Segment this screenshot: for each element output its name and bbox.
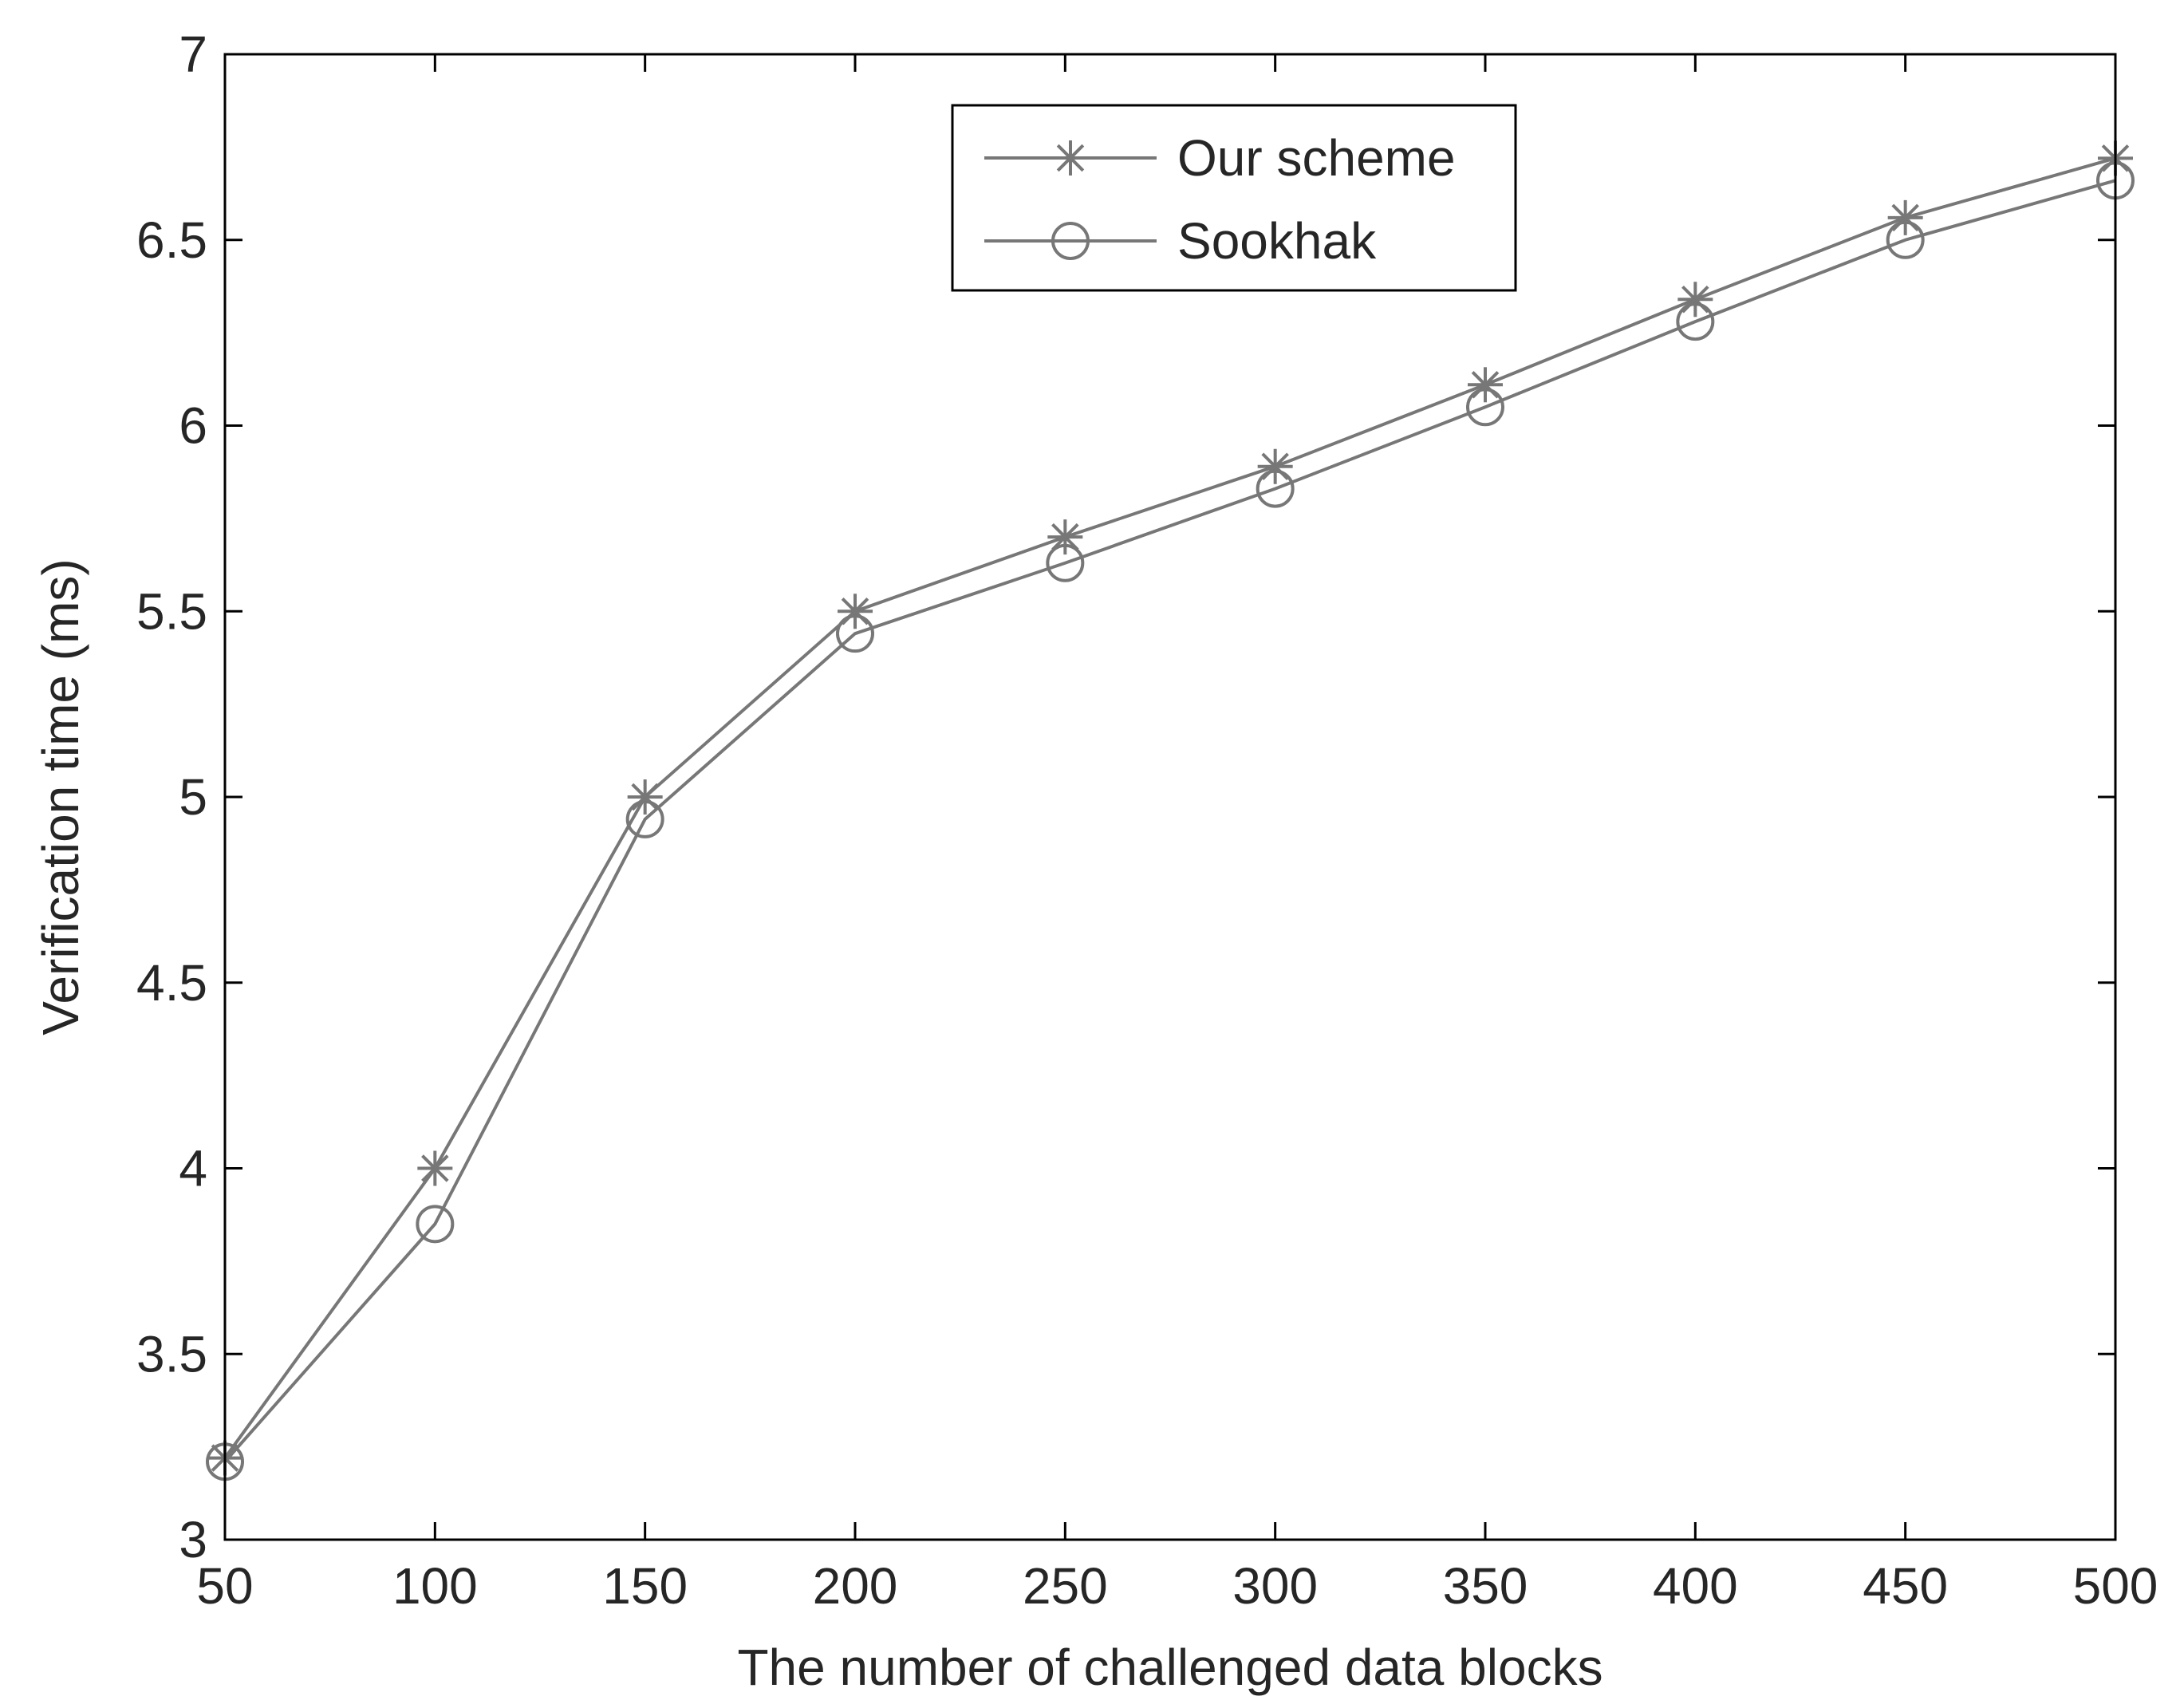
circle-marker <box>625 799 664 838</box>
series-lines <box>206 140 2135 1481</box>
series-2 <box>206 161 2135 1481</box>
y-tick-label: 6 <box>179 397 207 455</box>
legend-entry: Sookhak <box>984 212 1377 270</box>
star-marker <box>1677 282 1713 318</box>
star-marker <box>1047 519 1083 555</box>
star-marker <box>417 1150 453 1186</box>
x-axis-label: The number of challenged data blocks <box>737 1639 1602 1696</box>
circle-marker <box>416 1205 455 1244</box>
legend-label: Our scheme <box>1177 129 1456 187</box>
star-marker <box>838 594 873 629</box>
legend-box <box>951 104 1517 292</box>
circle-marker <box>1676 302 1715 341</box>
y-tick-label: 5.5 <box>136 582 207 640</box>
y-tick-label: 5 <box>179 768 207 826</box>
y-tick-label: 6.5 <box>136 211 207 269</box>
y-tick-label: 4.5 <box>136 954 207 1012</box>
legend-entry: Our scheme <box>984 129 1456 187</box>
x-tick-label: 350 <box>1443 1557 1528 1615</box>
circle-marker <box>1886 220 1925 259</box>
x-tick-label: 400 <box>1653 1557 1738 1615</box>
y-tick-label: 3.5 <box>136 1325 207 1383</box>
star-marker <box>1887 199 1923 235</box>
y-tick-label: 7 <box>179 26 207 83</box>
circle-marker <box>1046 543 1085 582</box>
x-tick-label: 150 <box>602 1557 688 1615</box>
x-tick-label: 200 <box>813 1557 898 1615</box>
series-1 <box>207 140 2133 1476</box>
y-tick-label: 4 <box>179 1140 207 1197</box>
legend: Our scheme Sookhak <box>951 104 1517 292</box>
circle-marker <box>1256 469 1295 508</box>
y-axis-label: Verification time (ms) <box>32 558 89 1035</box>
circle-marker <box>1466 388 1504 427</box>
y-tick-label: 3 <box>179 1511 207 1568</box>
axis-ticks: 50 100 150 200 250 300 350 400 450 500 3 3.5 4 4.5 5 5.… <box>136 26 2158 1615</box>
series-line <box>223 179 2116 1463</box>
star-marker <box>1053 140 1088 176</box>
x-tick-label: 500 <box>2073 1557 2158 1615</box>
series-line <box>223 156 2116 1459</box>
legend-label: Sookhak <box>1177 212 1377 270</box>
x-tick-label: 250 <box>1023 1557 1108 1615</box>
x-tick-label: 300 <box>1232 1557 1318 1615</box>
x-tick-label: 50 <box>196 1557 253 1615</box>
star-marker <box>1468 367 1503 403</box>
x-tick-label: 450 <box>1863 1557 1948 1615</box>
circle-marker <box>1051 222 1090 260</box>
circle-marker <box>836 614 874 653</box>
star-marker <box>1257 448 1293 484</box>
x-tick-label: 100 <box>392 1557 478 1615</box>
axes-frame <box>223 53 2117 1541</box>
